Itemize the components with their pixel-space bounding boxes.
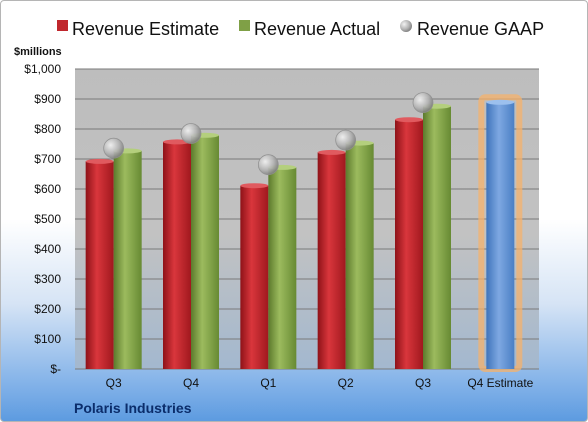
legend-swatch-estimate [57,20,68,31]
bar-revenue-estimate-top [395,117,423,123]
company-name: Polaris Industries [74,400,192,416]
bar-revenue-estimate [85,161,114,369]
bar-revenue-estimate-top [240,183,269,189]
bar-revenue-estimate [395,119,423,369]
marker-revenue-gaap [412,92,434,113]
bar-revenue-estimate [163,141,191,369]
legend-swatch-actual [239,20,250,31]
y-tick-label: $400 [34,242,61,256]
y-tick-label: $600 [34,182,61,196]
x-tick-label: Q3 [415,376,431,390]
bar-revenue-actual [268,167,297,369]
gaap-markers [103,92,434,176]
legend-label-estimate: Revenue Estimate [72,19,219,39]
marker-revenue-gaap [103,137,125,159]
x-tick-label: Q4 Estimate [467,376,533,390]
legend-swatch-gaap [400,20,412,32]
marker-revenue-gaap [335,129,357,151]
bar-q4-estimate [486,102,515,370]
bar-revenue-estimate [317,152,346,369]
marker-revenue-gaap [180,123,202,144]
y-tick-label: $700 [34,152,61,166]
gridlines [75,68,539,370]
bar-revenue-actual [113,150,142,369]
bar-revenue-estimate [240,185,269,369]
bar-revenue-actual [345,143,374,369]
bar-revenue-estimate-top [317,149,346,155]
y-tick-label: $200 [34,302,61,316]
y-tick-label: $- [50,362,61,376]
y-tick-label: $500 [34,212,61,226]
y-axis-ticks: $- $100 $200 $300 $400 $500 $600 $700 $800 $900 $1… [24,62,61,376]
legend-label-gaap: Revenue GAAP [417,19,544,39]
unit-label: $millions [14,46,62,58]
bar-revenue-actual [423,106,451,369]
y-tick-label: $800 [34,122,61,136]
bar-revenue-actual [191,135,219,369]
y-tick-label: $300 [34,272,61,286]
y-tick-label: $1,000 [24,62,61,76]
x-tick-label: Q2 [338,376,354,390]
y-tick-label: $100 [34,332,61,346]
legend: Revenue Estimate Revenue Actual Revenue … [57,19,544,39]
y-tick-label: $900 [34,92,61,106]
x-tick-label: Q1 [260,376,276,390]
bar-q4-estimate-top [486,99,515,105]
legend-label-actual: Revenue Actual [254,19,380,39]
x-axis-ticks: Q3 Q4 Q1 Q2 Q3 Q4 Estimate [106,376,534,390]
x-tick-label: Q4 [183,376,199,390]
x-tick-label: Q3 [106,376,122,390]
marker-revenue-gaap [257,154,279,176]
bar-revenue-estimate-top [85,158,114,164]
